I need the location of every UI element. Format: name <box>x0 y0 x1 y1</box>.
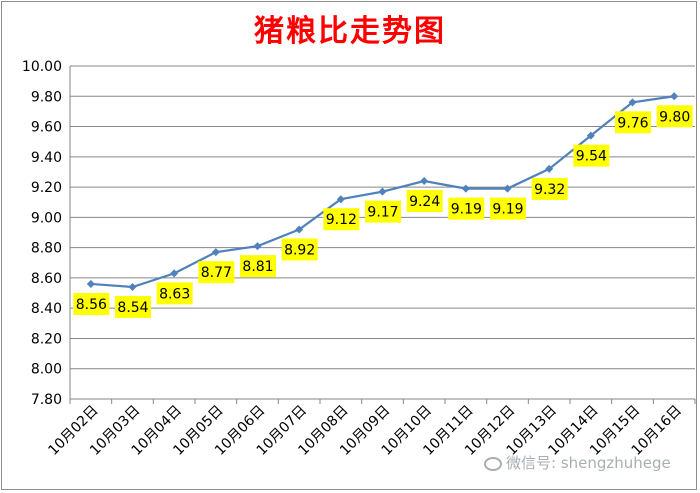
data-label: 8.81 <box>242 259 273 275</box>
chart-title: 猪粮比走势图 <box>254 14 446 49</box>
data-label-box <box>531 177 568 200</box>
y-tick-label: 8.00 <box>31 362 62 378</box>
data-point <box>170 269 179 278</box>
data-label-box <box>615 111 651 134</box>
data-point <box>378 187 387 196</box>
data-point <box>545 164 554 173</box>
data-label: 8.92 <box>284 242 315 258</box>
data-point <box>86 279 95 288</box>
data-label-box <box>448 197 485 220</box>
y-tick-label: 9.40 <box>31 150 62 166</box>
data-label: 9.24 <box>409 194 440 210</box>
watermark-text: 微信号: shengzhuhege <box>506 454 671 472</box>
data-point <box>503 184 512 193</box>
data-label-box <box>323 208 360 231</box>
data-point <box>128 282 137 291</box>
y-tick-label: 9.20 <box>31 180 62 196</box>
y-tick-label: 8.60 <box>31 271 62 287</box>
data-label-box <box>115 295 151 318</box>
data-label: 9.54 <box>576 149 607 165</box>
y-tick-label: 9.80 <box>31 89 62 105</box>
data-label-box <box>490 197 526 220</box>
y-tick-label: 8.40 <box>31 301 62 317</box>
data-label-box <box>156 282 193 305</box>
data-label: 9.12 <box>326 212 357 228</box>
data-point <box>461 184 470 193</box>
data-label: 9.19 <box>492 202 523 218</box>
data-label-box <box>281 238 318 261</box>
data-point <box>336 195 345 204</box>
data-point <box>670 92 679 101</box>
data-label: 9.19 <box>451 202 482 218</box>
y-tick-label: 10.00 <box>22 59 62 75</box>
watermark: 微信号: shengzhuhege <box>484 452 671 473</box>
data-point <box>211 248 220 257</box>
data-label-box <box>573 144 610 167</box>
data-point <box>628 98 637 107</box>
data-label: 8.63 <box>159 286 190 302</box>
y-tick-label: 7.80 <box>31 392 62 408</box>
data-label: 8.56 <box>76 297 107 313</box>
data-point <box>586 131 595 140</box>
data-point <box>295 225 304 234</box>
data-label-box <box>656 105 693 128</box>
data-point <box>420 177 429 186</box>
data-label: 9.17 <box>367 205 398 221</box>
y-tick-label: 8.20 <box>31 331 62 347</box>
data-label-box <box>406 190 443 213</box>
data-label: 9.32 <box>534 182 565 198</box>
data-label: 8.77 <box>201 265 232 281</box>
data-label: 9.76 <box>617 115 648 131</box>
data-label-box <box>240 255 276 278</box>
data-label-box <box>198 261 235 284</box>
y-tick-label: 8.80 <box>31 241 62 257</box>
data-label: 9.80 <box>659 109 690 125</box>
data-point <box>253 242 262 251</box>
y-tick-label: 9.00 <box>31 210 62 226</box>
data-label-box <box>365 200 401 223</box>
data-label: 8.54 <box>117 300 148 316</box>
wechat-icon <box>484 456 502 471</box>
data-label-box <box>73 292 110 315</box>
y-tick-label: 9.60 <box>31 120 62 136</box>
